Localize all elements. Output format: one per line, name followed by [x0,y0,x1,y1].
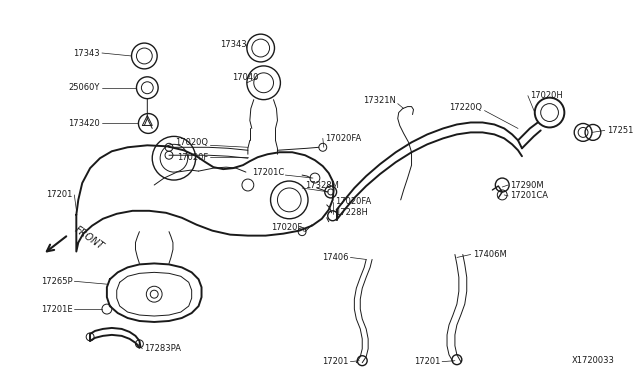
Text: FRONT: FRONT [72,224,106,251]
Text: 17020F: 17020F [177,153,209,162]
Text: 17201C: 17201C [252,168,284,177]
Text: 17265P: 17265P [41,277,72,286]
Text: 17283PA: 17283PA [145,344,181,353]
Text: 17201: 17201 [413,357,440,366]
Text: 17020H: 17020H [530,91,563,100]
Text: 17328M: 17328M [305,180,339,189]
Text: 17251: 17251 [607,126,633,135]
Text: 17201: 17201 [322,357,348,366]
Text: X1720033: X1720033 [572,356,614,365]
Text: 17201: 17201 [46,190,72,199]
Text: 173420: 173420 [68,119,100,128]
Text: 17343: 17343 [74,48,100,58]
Text: 17406M: 17406M [473,250,506,259]
Text: 17343: 17343 [220,39,247,49]
Text: 17040: 17040 [232,73,259,82]
Text: 17406: 17406 [322,253,348,262]
Text: 17020FA: 17020FA [324,134,361,143]
Text: 17220Q: 17220Q [449,103,483,112]
Text: 17228H: 17228H [335,208,367,217]
Text: 17201CA: 17201CA [510,192,548,201]
Text: 17020F: 17020F [271,223,302,232]
Text: 17201E: 17201E [41,305,72,314]
Text: 17020FA: 17020FA [335,198,371,206]
Text: 25060Y: 25060Y [68,83,100,92]
Text: 17290M: 17290M [510,180,544,189]
Text: 17321N: 17321N [363,96,396,105]
Text: 17020Q: 17020Q [175,138,209,147]
